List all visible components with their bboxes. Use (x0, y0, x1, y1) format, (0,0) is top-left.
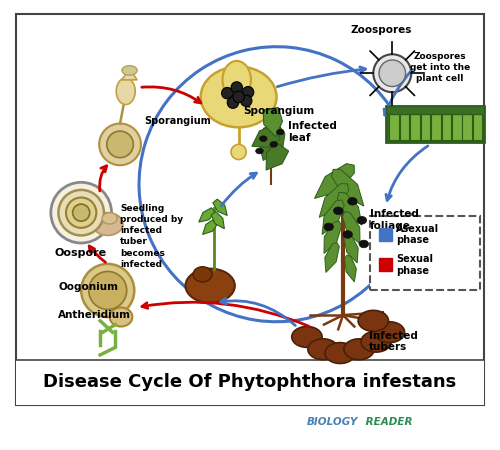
Ellipse shape (222, 87, 233, 99)
Bar (420, 111, 430, 140)
Ellipse shape (379, 60, 406, 86)
Ellipse shape (110, 307, 132, 327)
Ellipse shape (231, 82, 242, 93)
Ellipse shape (233, 91, 244, 103)
Bar (410, 111, 420, 140)
Ellipse shape (324, 223, 334, 231)
Text: Infected
tubers: Infected tubers (368, 331, 418, 352)
Ellipse shape (66, 198, 96, 228)
Ellipse shape (276, 129, 284, 135)
Ellipse shape (325, 342, 356, 364)
Ellipse shape (51, 182, 112, 243)
Bar (386, 107, 484, 114)
Ellipse shape (58, 190, 104, 235)
Ellipse shape (358, 310, 388, 331)
Ellipse shape (374, 322, 404, 342)
Polygon shape (122, 68, 137, 80)
Ellipse shape (92, 213, 123, 235)
Ellipse shape (193, 267, 212, 282)
Text: Sporangium: Sporangium (244, 106, 314, 116)
Text: READER: READER (362, 417, 412, 428)
Ellipse shape (81, 264, 134, 317)
Polygon shape (202, 219, 218, 234)
Bar (400, 111, 409, 140)
Text: Oospore: Oospore (54, 248, 106, 257)
Bar (473, 111, 482, 140)
Bar (390, 111, 399, 140)
Ellipse shape (240, 95, 252, 107)
Polygon shape (344, 233, 358, 263)
Text: Infected
leaf: Infected leaf (288, 121, 337, 143)
Bar (442, 111, 451, 140)
Ellipse shape (222, 61, 251, 99)
Polygon shape (252, 126, 280, 148)
Text: Sporangium: Sporangium (144, 116, 210, 126)
Polygon shape (338, 192, 362, 225)
Polygon shape (342, 212, 360, 244)
Ellipse shape (361, 331, 392, 352)
Bar (431, 111, 440, 140)
Ellipse shape (260, 136, 267, 142)
Ellipse shape (270, 142, 278, 147)
Ellipse shape (344, 339, 374, 360)
Ellipse shape (122, 66, 137, 75)
Bar (379, 228, 392, 241)
Text: Zoospores: Zoospores (350, 25, 412, 35)
Ellipse shape (89, 271, 126, 310)
Ellipse shape (186, 269, 235, 303)
Ellipse shape (200, 67, 276, 127)
Text: Antheridium: Antheridium (58, 310, 132, 320)
Polygon shape (325, 243, 340, 272)
Text: Zoospores
get into the
plant cell: Zoospores get into the plant cell (410, 52, 470, 83)
Ellipse shape (357, 216, 366, 224)
Polygon shape (322, 200, 344, 234)
Ellipse shape (227, 97, 238, 108)
Polygon shape (199, 208, 215, 222)
Text: Disease Cycle Of Phytophthora infestans: Disease Cycle Of Phytophthora infestans (44, 374, 457, 392)
Ellipse shape (99, 123, 141, 165)
Ellipse shape (231, 144, 246, 160)
Ellipse shape (256, 148, 264, 154)
Polygon shape (211, 212, 224, 229)
Polygon shape (263, 108, 282, 137)
Text: Seedling
produced by
infected
tuber
becomes
infected: Seedling produced by infected tuber beco… (120, 204, 183, 269)
Polygon shape (314, 164, 354, 198)
Ellipse shape (308, 339, 338, 360)
Bar (452, 111, 462, 140)
Polygon shape (266, 142, 288, 170)
Ellipse shape (107, 131, 134, 158)
Text: Infected
foliage: Infected foliage (370, 209, 418, 231)
Text: Oogonium: Oogonium (58, 282, 118, 292)
Polygon shape (332, 169, 364, 206)
Ellipse shape (116, 78, 135, 104)
Bar (386, 107, 484, 143)
Text: Sexual
phase: Sexual phase (396, 254, 433, 276)
Ellipse shape (359, 240, 368, 248)
Ellipse shape (292, 327, 322, 347)
FancyBboxPatch shape (370, 216, 480, 290)
Polygon shape (264, 122, 285, 151)
Polygon shape (319, 184, 348, 217)
Ellipse shape (72, 204, 90, 221)
Text: Asexual
phase: Asexual phase (396, 224, 439, 245)
Ellipse shape (348, 198, 357, 205)
Ellipse shape (242, 86, 254, 98)
Bar (462, 111, 472, 140)
Polygon shape (344, 255, 356, 282)
Polygon shape (213, 199, 227, 216)
Ellipse shape (334, 207, 343, 215)
Ellipse shape (374, 54, 411, 92)
Polygon shape (259, 131, 280, 161)
Text: BIOLOGY: BIOLOGY (307, 417, 358, 428)
Ellipse shape (102, 213, 117, 224)
Polygon shape (324, 221, 342, 253)
Bar (16, 360, 484, 405)
Ellipse shape (343, 231, 352, 238)
Bar (379, 258, 392, 271)
